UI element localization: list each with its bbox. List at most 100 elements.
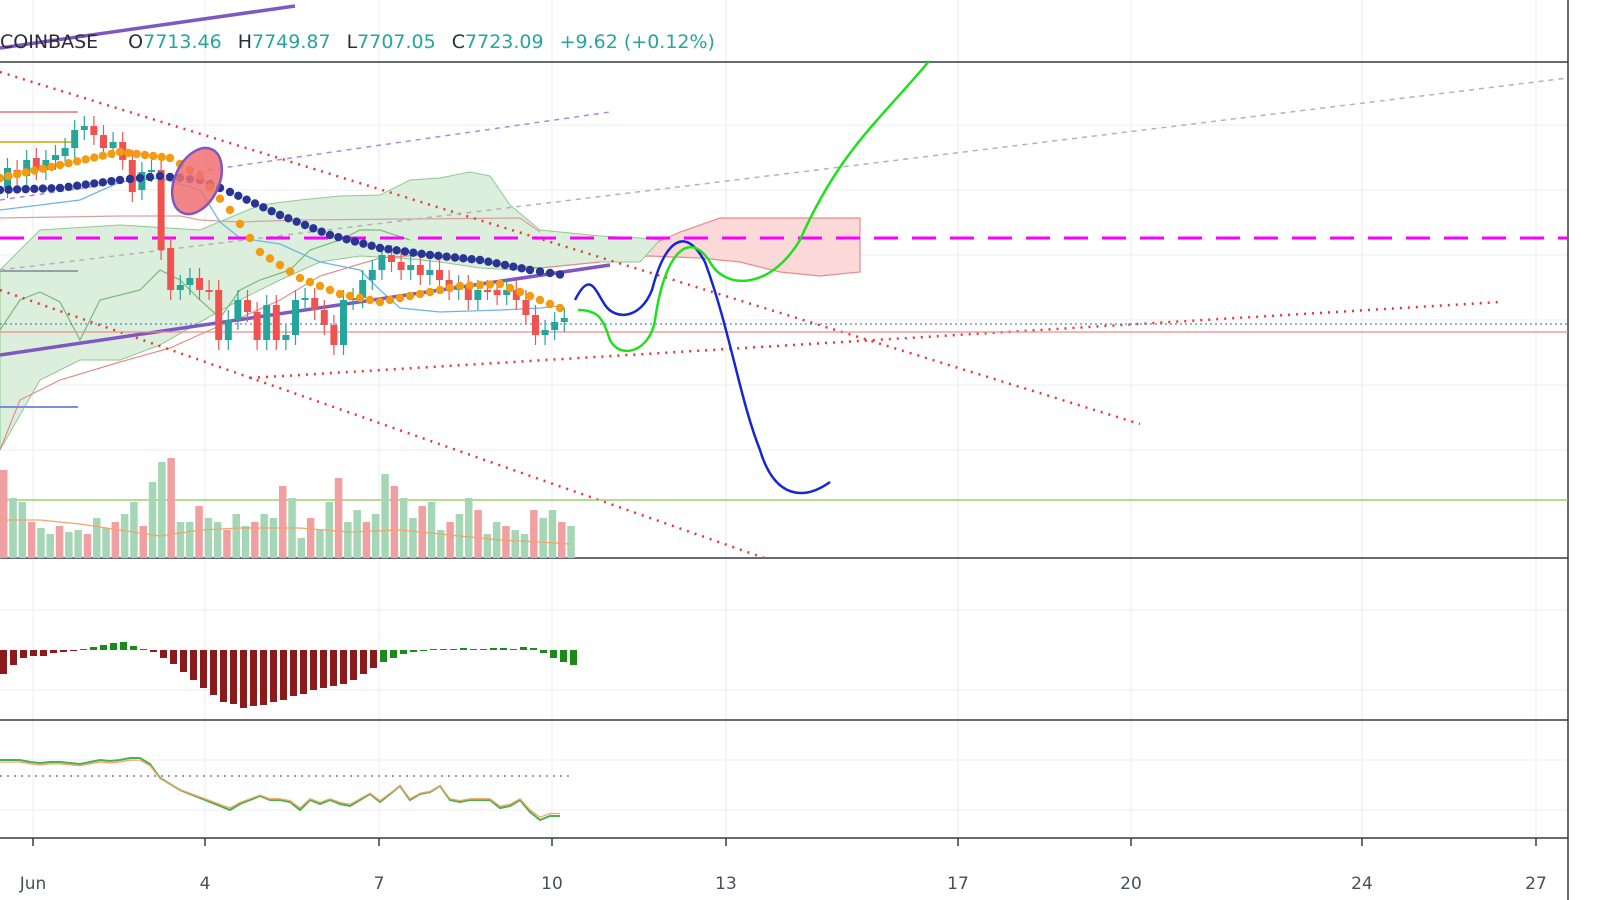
volume-bar: [279, 486, 287, 558]
x-axis-label: 17: [947, 874, 969, 894]
candle: [503, 280, 511, 305]
volume-bar: [372, 514, 380, 558]
volume-bar: [474, 510, 482, 558]
ma-dot: [47, 162, 56, 172]
macd-bar: [20, 650, 27, 658]
ma-dot: [115, 147, 125, 157]
volume-bar: [27, 522, 36, 558]
volume-bars: [0, 458, 575, 558]
volume-bar: [353, 510, 361, 558]
ma-dot: [317, 227, 326, 236]
macd-bar: [370, 650, 377, 668]
volume-bar: [158, 462, 166, 558]
volume-bar: [232, 514, 240, 558]
volume-bar: [530, 510, 538, 558]
macd-bar: [180, 650, 187, 672]
macd-bar: [240, 650, 247, 708]
candle: [196, 268, 203, 300]
ma-dot: [235, 219, 245, 229]
macd-bar: [510, 649, 517, 650]
ma-dot: [435, 285, 445, 295]
macd-bar: [30, 650, 37, 656]
macd-bar: [440, 649, 447, 650]
ma-dot: [265, 254, 275, 263]
volume-bar: [520, 534, 529, 558]
macd-bar: [220, 650, 227, 702]
rsi-signal-line: [0, 759, 560, 818]
ma-dot: [242, 195, 251, 204]
ma-dot: [250, 199, 260, 208]
volume-bar: [567, 526, 575, 558]
volume-bar: [241, 526, 250, 558]
ma-dot: [459, 254, 468, 263]
candle: [349, 288, 357, 310]
low-label: L: [346, 31, 358, 53]
ma-dot: [375, 243, 385, 253]
volume-bar: [465, 498, 473, 558]
ma-dot: [442, 252, 451, 261]
volume-bar: [381, 474, 389, 558]
macd-bar: [0, 650, 7, 674]
ma-dot: [245, 233, 255, 243]
macd-bar: [450, 649, 457, 650]
macd-bar: [270, 650, 277, 702]
ma-dot: [107, 176, 116, 186]
macd-bar: [500, 648, 507, 650]
ma-dot: [132, 149, 141, 159]
volume-bar: [55, 526, 64, 558]
candle: [359, 270, 367, 308]
macd-histogram: [0, 642, 577, 708]
x-axis-label: 4: [199, 874, 211, 894]
open-value: 7713.46: [143, 31, 222, 53]
ma-dot: [149, 151, 158, 161]
ma-dot: [47, 184, 56, 193]
ma-dot: [275, 210, 285, 220]
candle: [224, 310, 232, 350]
ma-dot: [98, 178, 108, 187]
macd-bar: [40, 650, 47, 656]
ma-dot: [515, 287, 525, 297]
volume-bar: [334, 478, 343, 558]
candle: [176, 275, 184, 300]
candle: [234, 290, 242, 330]
ma-dot: [90, 153, 99, 162]
ma-dot: [342, 235, 351, 244]
volume-bar: [399, 498, 408, 558]
ma-dot: [125, 174, 135, 184]
candle: [560, 308, 568, 332]
ma-dot: [485, 280, 495, 289]
macd-bar: [10, 650, 17, 665]
change-value: +9.62 (+0.12%): [559, 31, 715, 53]
ma-dot: [555, 303, 565, 313]
candle: [292, 290, 299, 345]
macd-bar: [130, 646, 137, 650]
candle: [541, 320, 549, 345]
macd-bar: [460, 648, 467, 650]
volume-bar: [65, 532, 73, 558]
x-axis-label: 10: [541, 874, 563, 894]
macd-bar: [90, 647, 97, 650]
ma-dot: [107, 149, 116, 159]
ma-dot: [234, 191, 243, 201]
candle: [282, 325, 290, 350]
macd-bar: [260, 650, 267, 705]
ma-dot: [275, 260, 285, 270]
ma-dot: [445, 283, 455, 293]
volume-bar: [223, 530, 231, 558]
candle: [311, 288, 319, 320]
volume-bar: [93, 518, 101, 558]
macd-bar: [300, 650, 307, 694]
ma-dot: [375, 297, 385, 307]
ma-dot: [135, 173, 145, 183]
ma-dot: [157, 152, 166, 162]
ma-dot: [64, 158, 73, 168]
ma-dot: [417, 249, 426, 259]
ma-dot: [140, 150, 150, 160]
candle: [32, 148, 40, 180]
volume-bar: [195, 506, 203, 558]
ma-dot: [300, 220, 310, 230]
highlight-ellipse: [170, 146, 224, 216]
volume-bar: [344, 522, 352, 558]
ma-dot: [367, 241, 376, 251]
